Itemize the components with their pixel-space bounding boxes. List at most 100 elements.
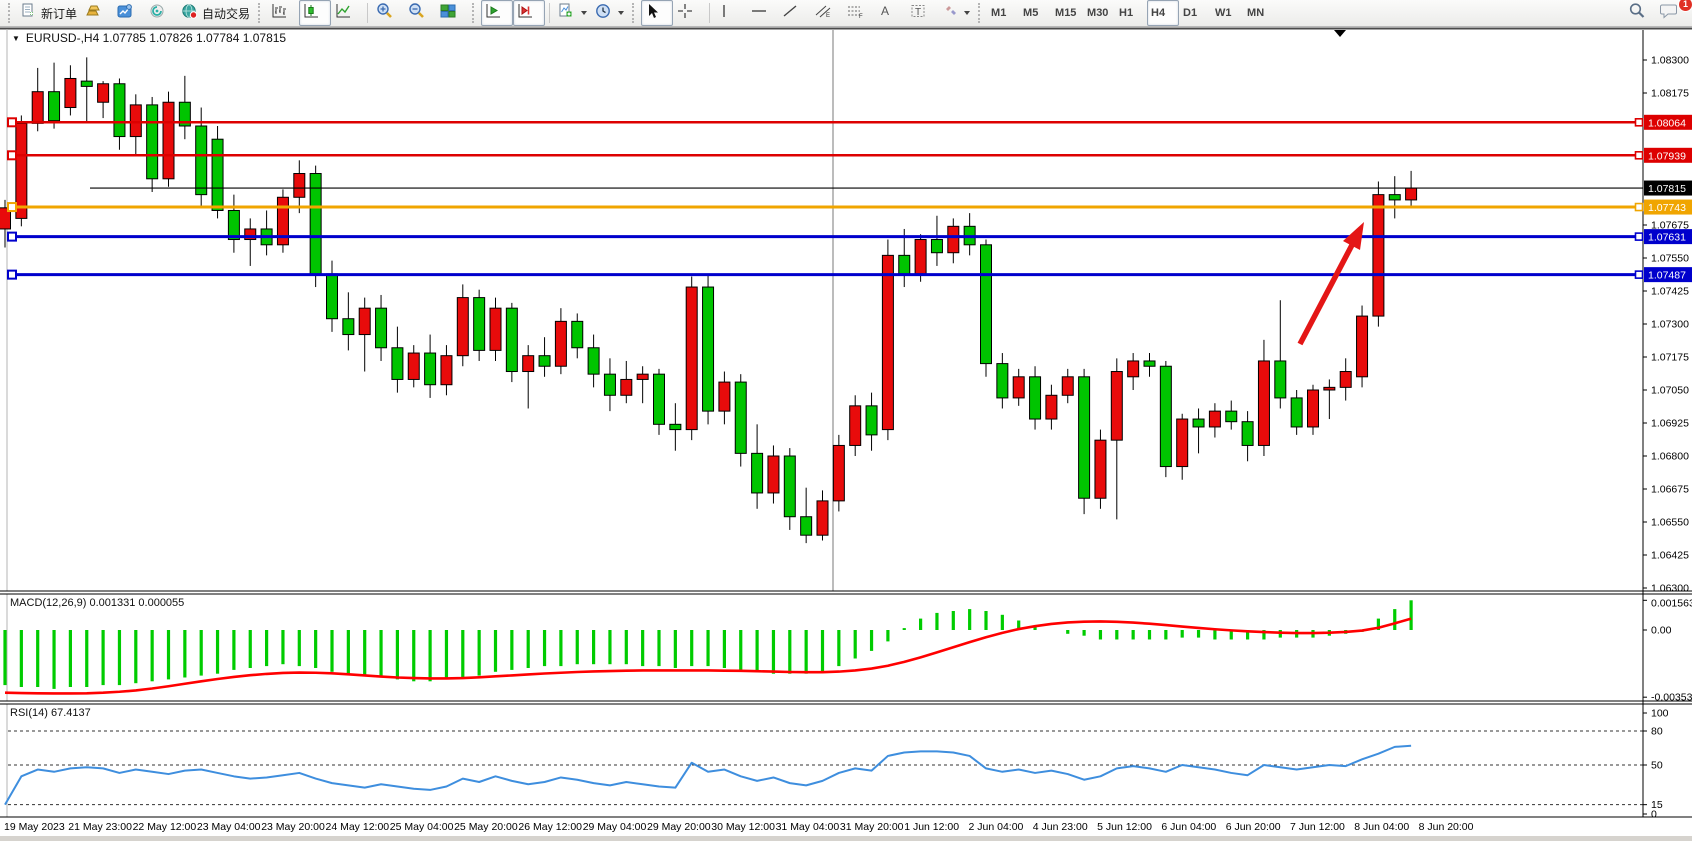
candle-body bbox=[97, 83, 110, 103]
panel-sizer[interactable] bbox=[0, 701, 1692, 704]
date-axis[interactable]: 19 May 2023 21 May 23:00 22 May 12:00 23 Ma… bbox=[4, 821, 1474, 833]
timeframe-m15-button[interactable]: M15 bbox=[1055, 7, 1077, 19]
autotrade-label: 自动交易 bbox=[202, 6, 251, 21]
publish-chart-button[interactable] bbox=[113, 0, 145, 26]
text-button[interactable]: A bbox=[874, 0, 906, 26]
candle-body bbox=[1078, 376, 1091, 499]
candle-body bbox=[1274, 360, 1287, 399]
crosshair-button[interactable] bbox=[673, 0, 705, 26]
hline-anchor-handle[interactable] bbox=[7, 150, 17, 161]
timeframe-m1-button[interactable]: M1 bbox=[991, 7, 1007, 19]
badge-anchor bbox=[1634, 118, 1644, 127]
price-badge: 1.07631 bbox=[1634, 229, 1692, 245]
toolbar: 新订单 自动交易 bbox=[0, 0, 1692, 27]
candle-body bbox=[1094, 439, 1107, 499]
tile-windows-icon bbox=[440, 3, 457, 24]
cursor-button[interactable] bbox=[641, 0, 674, 26]
timeframe-m30-button[interactable]: M30 bbox=[1087, 7, 1109, 19]
zoom-out-button[interactable] bbox=[404, 0, 436, 26]
hline-anchor-handle[interactable] bbox=[7, 202, 17, 213]
chart-bars-button[interactable] bbox=[267, 0, 299, 26]
rsi-tick-label: 80 bbox=[1651, 726, 1663, 738]
candle-body bbox=[1061, 376, 1074, 396]
badge-price-label: 1.07631 bbox=[1648, 232, 1686, 244]
text-icon: A bbox=[878, 3, 892, 24]
hline-1.07939[interactable] bbox=[7, 150, 1643, 161]
tile-windows-button[interactable] bbox=[436, 0, 468, 26]
channel-button[interactable]: E bbox=[810, 0, 842, 26]
price-axis[interactable]: 1.08300 1.08175 1.07675 1.07550 1.07425 1.073… bbox=[1642, 30, 1692, 821]
vertical-line-button[interactable] bbox=[714, 0, 746, 26]
hline-1.07743[interactable] bbox=[7, 202, 1643, 213]
candle-body bbox=[1225, 410, 1238, 423]
hline-anchor-handle[interactable] bbox=[7, 231, 17, 242]
horizontal-line-button[interactable] bbox=[746, 0, 778, 26]
chart-shift-button[interactable] bbox=[513, 0, 546, 26]
timeframe-h1-button[interactable]: H1 bbox=[1119, 7, 1134, 19]
candle-body bbox=[1143, 360, 1156, 367]
arrows-button[interactable] bbox=[938, 0, 974, 26]
toolbar-grip[interactable] bbox=[472, 3, 477, 23]
macd-histogram bbox=[3, 600, 1413, 689]
date-label: 4 Jun 23:00 bbox=[1033, 821, 1088, 833]
chart-line-button[interactable] bbox=[331, 0, 363, 26]
hline-1.07631[interactable] bbox=[7, 231, 1643, 242]
candle-body bbox=[849, 405, 862, 446]
fibonacci-button[interactable]: F bbox=[842, 0, 874, 26]
toolbar-separator bbox=[709, 3, 711, 23]
candle-body bbox=[669, 423, 682, 431]
candle-body bbox=[48, 91, 61, 122]
community-button[interactable] bbox=[145, 0, 177, 26]
timeframe-m5-button[interactable]: M5 bbox=[1023, 7, 1039, 19]
date-label: 6 Jun 20:00 bbox=[1226, 821, 1281, 833]
candle-body bbox=[881, 254, 894, 431]
chat-button[interactable]: 1 bbox=[1656, 0, 1692, 26]
trendline-button[interactable] bbox=[778, 0, 810, 26]
badge-anchor bbox=[1634, 202, 1644, 212]
badge-box bbox=[1644, 147, 1692, 163]
toolbar-grip[interactable] bbox=[258, 3, 263, 23]
text-label-button[interactable]: T bbox=[906, 0, 938, 26]
timeframe-d1-button[interactable]: D1 bbox=[1183, 7, 1198, 19]
shift-marker-icon[interactable] bbox=[1334, 30, 1346, 37]
new-order-button[interactable]: 新订单 bbox=[17, 0, 81, 26]
toolbar-grip[interactable] bbox=[632, 3, 637, 23]
chat-bubble-icon bbox=[1660, 2, 1679, 24]
candle-body bbox=[293, 173, 306, 198]
candle-body bbox=[129, 104, 142, 138]
autotrade-button[interactable]: 自动交易 bbox=[177, 0, 254, 26]
timeframe-h4-button[interactable]: H4 bbox=[1147, 0, 1180, 26]
fibonacci-icon: F bbox=[846, 3, 864, 24]
timeframe-w1-button[interactable]: W1 bbox=[1215, 7, 1232, 19]
price-tick-label: 1.07550 bbox=[1651, 253, 1689, 265]
search-button[interactable] bbox=[1624, 0, 1656, 26]
periods-button[interactable] bbox=[591, 0, 628, 26]
candle-body bbox=[1323, 386, 1336, 391]
candle-body bbox=[244, 228, 257, 241]
candle-body bbox=[653, 373, 665, 425]
candle-body bbox=[832, 444, 845, 502]
chart-candles-button[interactable] bbox=[299, 0, 332, 26]
hline-anchor-handle[interactable] bbox=[7, 269, 17, 280]
hline-anchor-handle[interactable] bbox=[7, 117, 17, 128]
rsi-line bbox=[4, 744, 1412, 806]
equidistant-channel-icon: E bbox=[814, 3, 832, 24]
hline-1.08064[interactable] bbox=[7, 117, 1643, 128]
timeframe-mn-button[interactable]: MN bbox=[1247, 7, 1265, 19]
horizontal-line-icon bbox=[750, 3, 768, 24]
toolbar-grip[interactable] bbox=[8, 3, 13, 23]
toolbar-grip[interactable] bbox=[978, 3, 983, 23]
trend-arrow[interactable] bbox=[1297, 222, 1364, 346]
indicators-button[interactable] bbox=[554, 0, 591, 26]
chart-canvas[interactable]: 1.08300 1.08175 1.07675 1.07550 1.07425 1.073… bbox=[0, 27, 1692, 841]
text-label-icon: T bbox=[910, 3, 926, 24]
macd-tick-label: 0.001563 bbox=[1651, 598, 1692, 610]
deposit-button[interactable] bbox=[81, 0, 113, 26]
hline-1.07487[interactable] bbox=[7, 269, 1643, 280]
candle-body bbox=[456, 297, 469, 357]
panel-sizer[interactable] bbox=[0, 591, 1692, 594]
auto-scroll-button[interactable] bbox=[481, 0, 514, 26]
svg-text:T: T bbox=[915, 7, 921, 18]
zoom-in-button[interactable] bbox=[372, 0, 404, 26]
